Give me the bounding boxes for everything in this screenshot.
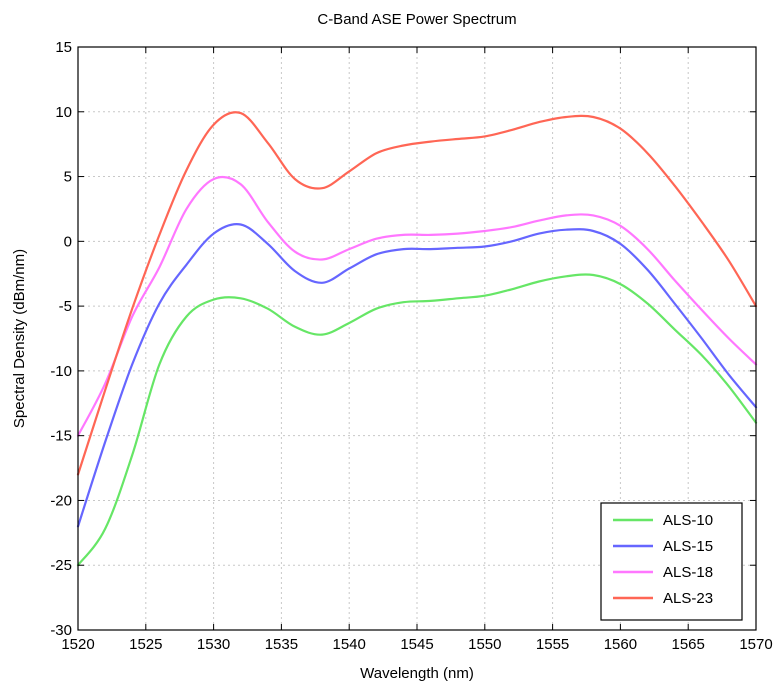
chart-title: C-Band ASE Power Spectrum [317,11,516,28]
y-tick-label: -15 [50,428,72,445]
x-tick-label: 1560 [604,636,637,653]
x-tick-label: 1540 [333,636,366,653]
y-tick-label: 10 [55,104,72,121]
legend-label: ALS-10 [663,512,713,529]
series-line-als-10 [76,273,758,567]
y-tick-label: 5 [64,169,72,186]
y-tick-label: -20 [50,492,72,509]
legend-label: ALS-23 [663,590,713,607]
y-tick-label: 0 [64,233,72,250]
series-line-als-23 [76,111,758,476]
x-tick-label: 1525 [129,636,162,653]
y-tick-label: 15 [55,39,72,56]
y-tick-label: -30 [50,622,72,639]
legend-label: ALS-15 [663,538,713,555]
axis-ticks: 1520 1525 1530 1535 1540 1545 1550 1555 1560 1565… [50,39,772,653]
x-tick-label: 1550 [468,636,501,653]
x-tick-label: 1570 [739,636,772,653]
legend: ALS-10 ALS-15 ALS-18 ALS-23 [600,502,743,621]
series-lines [76,111,758,567]
x-tick-label: 1530 [197,636,230,653]
legend-box [600,502,743,621]
series-line-als-18 [76,175,758,437]
y-tick-label: -25 [50,557,72,574]
x-tick-label: 1555 [536,636,569,653]
x-axis-label: Wavelength (nm) [360,665,474,682]
x-tick-label: 1535 [265,636,298,653]
x-tick-label: 1565 [672,636,705,653]
y-axis-label: Spectral Density (dBm/nm) [11,249,28,428]
y-tick-label: -10 [50,363,72,380]
legend-label: ALS-18 [663,564,713,581]
y-tick-label: -5 [59,298,72,315]
series-line-als-15 [76,223,758,528]
x-tick-label: 1520 [61,636,94,653]
x-tick-label: 1545 [400,636,433,653]
